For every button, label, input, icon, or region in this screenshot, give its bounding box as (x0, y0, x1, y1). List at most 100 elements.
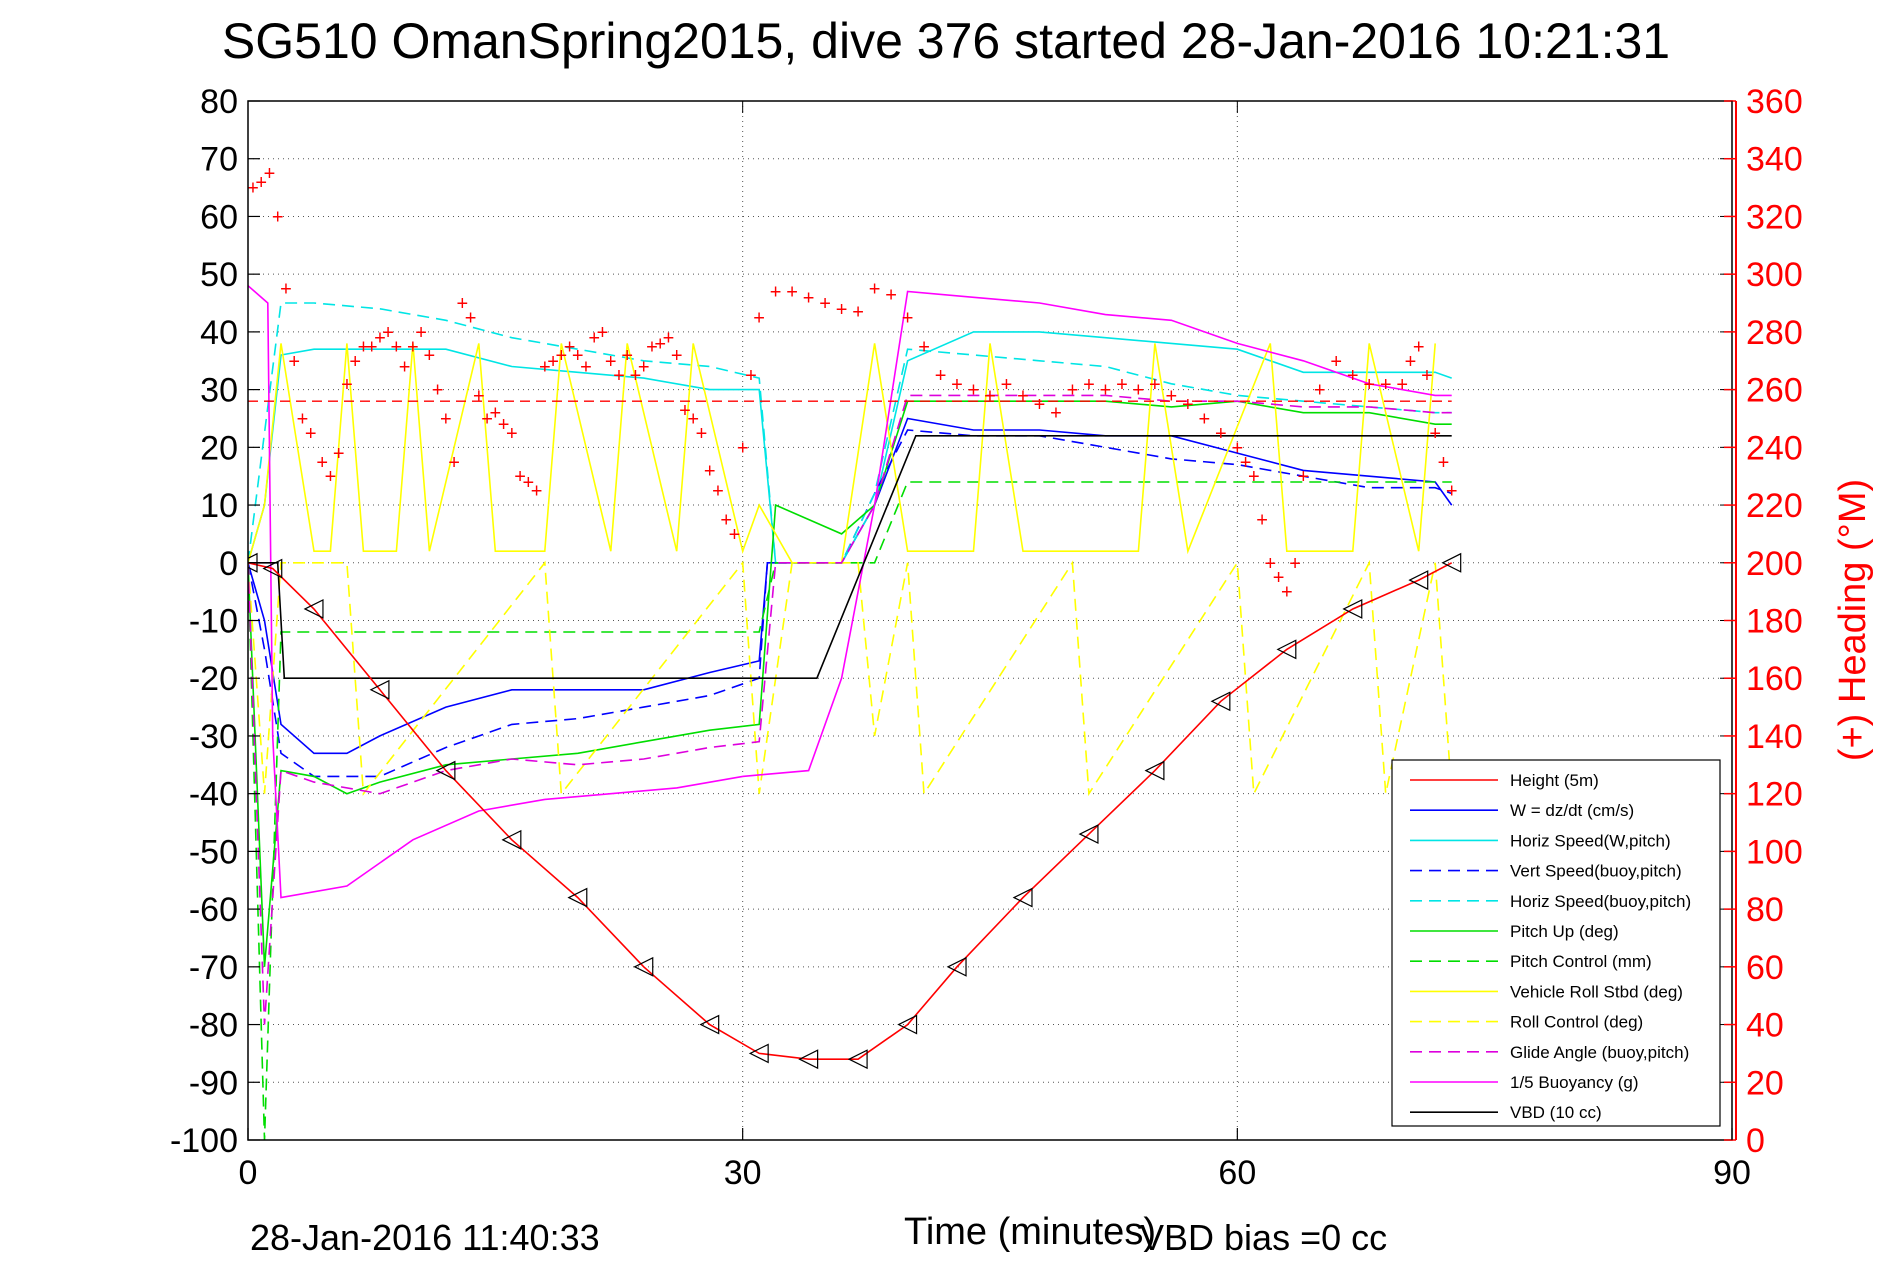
heading-point: + (440, 408, 452, 430)
heading-point: + (1166, 385, 1178, 407)
legend-label-10: 1/5 Buoyancy (g) (1510, 1073, 1639, 1092)
heading-point: + (564, 336, 576, 358)
heading-point: + (448, 452, 460, 474)
y2-tick-label: 180 (1746, 603, 1803, 641)
heading-point: + (1264, 553, 1276, 575)
heading-point: + (588, 328, 600, 350)
heading-point: + (1133, 380, 1145, 402)
heading-point: + (1083, 374, 1095, 396)
heading-point: + (1050, 403, 1062, 425)
height-marker (262, 558, 283, 579)
y-tick-label: 80 (200, 83, 238, 121)
heading-point: + (786, 281, 798, 303)
heading-point: + (745, 365, 757, 387)
y-tick-label: -30 (189, 718, 238, 756)
heading-point: + (297, 408, 309, 430)
legend-label-6: Pitch Control (mm) (1510, 952, 1652, 971)
y2-tick-label: 340 (1746, 141, 1803, 179)
series-layer (248, 285, 1462, 1140)
heading-point: + (1240, 452, 1252, 474)
heading-point: + (457, 293, 469, 315)
heading-point: + (349, 351, 361, 373)
y-tick-label: 60 (200, 198, 238, 236)
heading-point: + (1199, 408, 1211, 430)
heading-point: + (1363, 374, 1375, 396)
heading-point: + (255, 172, 267, 194)
heading-point: + (1100, 380, 1112, 402)
heading-layer: ++++++++++++++++++++++++++++++++++++++++… (248, 163, 1458, 604)
heading-point: + (663, 328, 675, 350)
heading-point: + (288, 351, 300, 373)
heading-point: + (424, 345, 436, 367)
heading-point: + (1421, 365, 1433, 387)
height-marker (699, 1014, 720, 1035)
series-line-8 (248, 559, 1453, 797)
y-tick-label: 40 (200, 314, 238, 352)
heading-point: + (646, 336, 658, 358)
y-tick-label: -100 (170, 1122, 238, 1160)
heading-point: + (1405, 351, 1417, 373)
y2-tick-label: 200 (1746, 545, 1803, 583)
heading-point: + (1256, 509, 1268, 531)
y2-tick-label: 0 (1746, 1122, 1765, 1160)
heading-point: + (935, 365, 947, 387)
height-marker (1342, 598, 1363, 619)
y2-tick-label: 280 (1746, 314, 1803, 352)
heading-point: + (654, 333, 666, 355)
y-tick-label: 70 (200, 141, 238, 179)
vbd-bias-label: VBD bias =0 cc (1140, 1217, 1387, 1258)
heading-point: + (264, 163, 276, 185)
height-marker (847, 1049, 868, 1070)
heading-point: + (1438, 452, 1450, 474)
legend-label-1: W = dz/dt (cm/s) (1510, 801, 1634, 820)
heading-point: + (836, 299, 848, 321)
heading-point: + (630, 365, 642, 387)
heading-point: + (679, 400, 691, 422)
heading-point: + (555, 345, 567, 367)
height-marker (633, 956, 654, 977)
y-tick-label: 50 (200, 256, 238, 294)
height-marker (1078, 824, 1099, 845)
y2-tick-label: 320 (1746, 198, 1803, 236)
heading-point: + (1297, 466, 1309, 488)
left-axis: -100-90-80-70-60-50-40-30-20-10010203040… (170, 83, 1732, 1160)
height-marker (1210, 691, 1231, 712)
heading-point: + (712, 481, 724, 503)
heading-point: + (366, 336, 378, 358)
height-marker (1012, 887, 1033, 908)
heading-point: + (481, 408, 493, 430)
heading-point: + (341, 374, 353, 396)
heading-point: + (1116, 374, 1128, 396)
heading-point: + (522, 472, 534, 494)
chart-title: SG510 OmanSpring2015, dive 376 started 2… (222, 13, 1670, 69)
heading-point: + (1017, 385, 1029, 407)
heading-point: + (720, 509, 732, 531)
heading-point: + (374, 328, 386, 350)
heading-point: + (869, 279, 881, 301)
heading-point: + (572, 345, 584, 367)
y2-tick-label: 100 (1746, 833, 1803, 871)
heading-point: + (729, 524, 741, 546)
x-tick-label: 60 (1218, 1154, 1256, 1192)
heading-point: + (638, 357, 650, 379)
y2-tick-label: 140 (1746, 718, 1803, 756)
x-tick-label: 0 (239, 1154, 258, 1192)
series-line-10 (248, 285, 1452, 899)
heading-point: + (580, 357, 592, 379)
heading-point: + (333, 443, 345, 465)
heading-point: + (819, 293, 831, 315)
heading-point: + (803, 287, 815, 309)
y-tick-label: -80 (189, 1007, 238, 1045)
heading-point: + (473, 385, 485, 407)
heading-point: + (1396, 374, 1408, 396)
height-marker (303, 598, 324, 619)
right-axis: 0 20 40 60 80 100 120 140 160 180 200 220 240 260 280 3… (1724, 83, 1803, 1160)
heading-point: + (984, 385, 996, 407)
heading-point: + (1231, 437, 1243, 459)
heading-point: + (382, 322, 394, 344)
legend: Height (5m) W = dz/dt (cm/s) Horiz Speed(W… (1391, 759, 1721, 1127)
series-line-7 (248, 343, 1436, 564)
y-tick-label: -40 (189, 776, 238, 814)
y2-tick-label: 20 (1746, 1064, 1784, 1102)
